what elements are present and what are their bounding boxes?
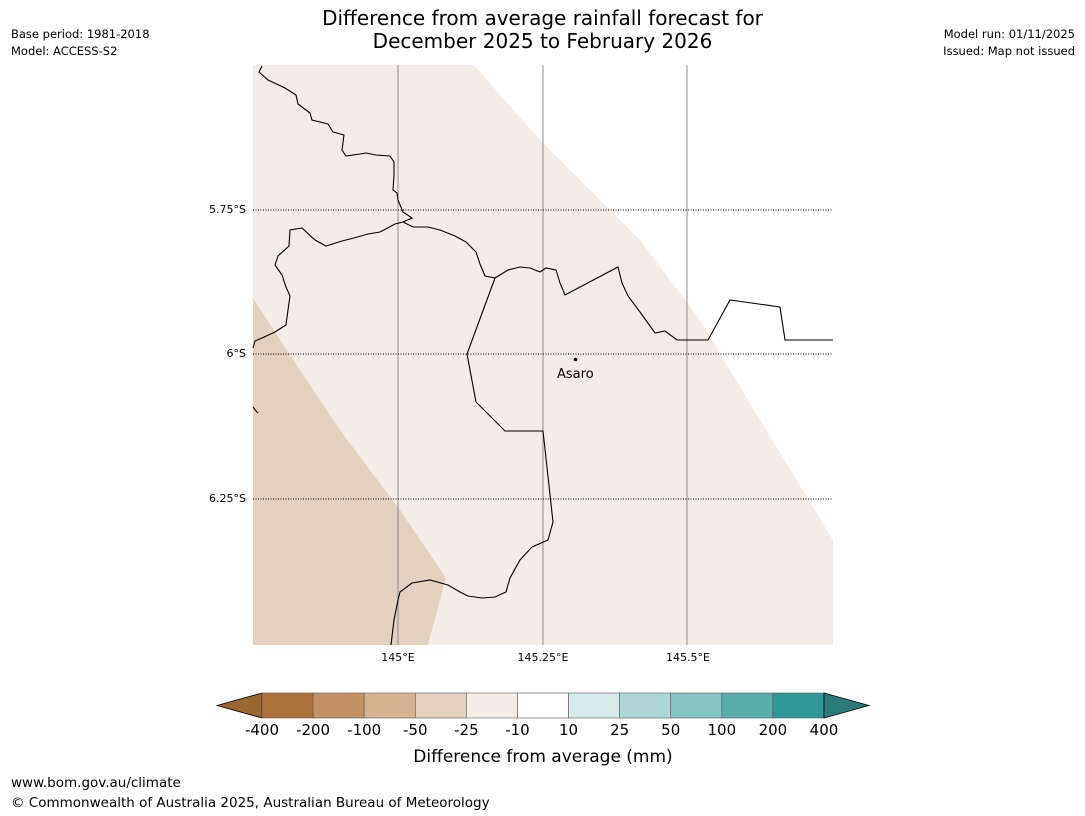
colorbar-box xyxy=(568,692,620,719)
meta-left: Base period: 1981-2018 Model: ACCESS-S2 xyxy=(11,26,150,60)
colorbar-tick-label: -100 xyxy=(347,721,381,739)
colorbar-box xyxy=(312,692,365,719)
title-line-1: Difference from average rainfall forecas… xyxy=(322,6,763,30)
colorbar-tick-label: -400 xyxy=(245,721,279,739)
colorbar-ticks: -400 -200 -100 -50 -25 -10 10 25 50 100 200 400 xyxy=(245,721,838,739)
colorbar-tick-label: 10 xyxy=(559,721,578,739)
model-name: Model: ACCESS-S2 xyxy=(11,44,118,58)
lon-label: 145.5°E xyxy=(666,651,710,664)
lon-label: 145.25°E xyxy=(518,651,569,664)
meta-right: Model run: 01/11/2025 Issued: Map not is… xyxy=(943,26,1075,60)
colorbar-box xyxy=(414,692,467,719)
base-period: Base period: 1981-2018 xyxy=(11,27,150,41)
boundary-west-central xyxy=(252,221,404,349)
colorbar-over-arrow xyxy=(823,692,871,719)
colorbar-box xyxy=(772,692,825,719)
boundary-central-east xyxy=(402,221,833,341)
colorbar-tick-label: 100 xyxy=(707,721,736,739)
colorbar-tick-label: -50 xyxy=(403,721,428,739)
lon-labels: 145°E 145.25°E 145.5°E xyxy=(381,651,710,664)
colorbar-box xyxy=(466,692,518,719)
boundary-west-stub xyxy=(252,406,259,414)
colorbar-tick-label: -10 xyxy=(505,721,530,739)
boundary-north xyxy=(258,65,414,223)
boundaries xyxy=(252,65,833,646)
issued-status: Issued: Map not issued xyxy=(943,44,1075,58)
footer-url[interactable]: www.bom.gov.au/climate xyxy=(11,775,181,791)
footer-copyright: © Commonwealth of Australia 2025, Austra… xyxy=(11,795,490,811)
boundary-inner xyxy=(390,277,554,646)
colorbar-tick-label: -25 xyxy=(454,721,479,739)
place-label: Asaro xyxy=(557,367,594,382)
title-line-2: December 2025 to February 2026 xyxy=(372,29,713,53)
lon-label: 145°E xyxy=(381,651,414,664)
colorbar-tick-label: 50 xyxy=(661,721,680,739)
lat-label: 6.25°S xyxy=(209,492,246,505)
colorbar-box xyxy=(619,692,672,719)
model-run: Model run: 01/11/2025 xyxy=(943,27,1075,41)
place-marker xyxy=(573,357,578,362)
colorbar-box xyxy=(517,692,569,719)
colorbar-tick-label: 25 xyxy=(610,721,629,739)
colorbar-box xyxy=(670,692,723,719)
colorbar-box xyxy=(363,692,416,719)
map-title: Difference from average rainfall forecas… xyxy=(0,7,1085,53)
colorbar-label: Difference from average (mm) xyxy=(413,747,672,767)
colorbar-box xyxy=(721,692,774,719)
colorbar: -400 -200 -100 -50 -25 -10 10 25 50 100 200 400 Dif… xyxy=(215,692,871,767)
lat-label: 5.75°S xyxy=(209,203,246,216)
colorbar-under-arrow xyxy=(215,692,263,719)
colorbar-tick-label: -200 xyxy=(296,721,330,739)
lat-labels: 5.75°S 6°S 6.25°S xyxy=(209,203,246,505)
colorbar-tick-label: 200 xyxy=(759,721,788,739)
colorbar-boxes xyxy=(261,692,825,719)
map-panel: Asaro 5.75°S 6°S 6.25°S 145°E 145.25°E 1… xyxy=(209,65,833,664)
colorbar-box xyxy=(261,692,314,719)
lat-label: 6°S xyxy=(227,347,246,360)
colorbar-tick-label: 400 xyxy=(810,721,839,739)
